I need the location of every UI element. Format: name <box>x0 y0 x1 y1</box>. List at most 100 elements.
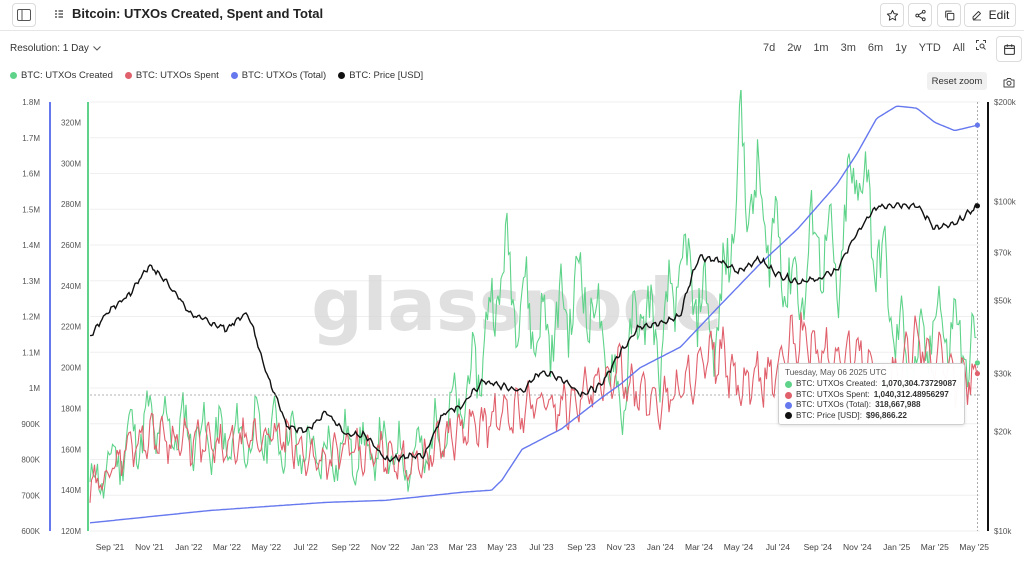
x-tick-label: May '24 <box>724 542 754 552</box>
legend-item-created[interactable]: BTC: UTXOs Created <box>10 70 113 81</box>
chart-legend: BTC: UTXOs Created BTC: UTXOs Spent BTC:… <box>10 70 423 81</box>
x-tick-label: Mar '22 <box>213 542 241 552</box>
chart-title-area: Bitcoin: UTXOs Created, Spent and Total <box>54 6 323 21</box>
range-2w[interactable]: 2w <box>787 42 802 54</box>
tooltip-label-created: BTC: UTXOs Created: <box>796 379 878 389</box>
tooltip-date: Tuesday, May 06 2025 UTC <box>785 368 887 377</box>
x-tick-label: Sep '22 <box>331 542 360 552</box>
x-tick-label: Jul '23 <box>529 542 554 552</box>
y-tick-outer: 1.5M <box>22 205 40 214</box>
tooltip-row-spent: BTC: UTXOs Spent: 1,040,312.48956297 <box>785 390 958 400</box>
tooltip-value-price: $96,866.22 <box>865 410 907 420</box>
y-tick-inner: 140M <box>61 486 81 495</box>
y-tick-inner: 260M <box>61 241 81 250</box>
legend-label-created: BTC: UTXOs Created <box>21 70 113 81</box>
legend-dot-total <box>230 72 238 79</box>
top-bar: Bitcoin: UTXOs Created, Spent and Total … <box>0 0 1024 31</box>
range-1y[interactable]: 1y <box>895 42 907 54</box>
range-1m[interactable]: 1m <box>813 42 829 54</box>
series-line-total <box>89 105 977 524</box>
range-all[interactable]: All <box>952 42 966 54</box>
chart-canvas[interactable]: 600K 700K 800K 900K 1M 1.1M 1.2M 1.3M 1.4M 1.5M 1.… <box>0 90 1024 564</box>
resolution-select[interactable]: Resolution: 1 Day <box>10 43 101 54</box>
star-icon <box>886 9 898 21</box>
x-tick-label: Sep '23 <box>567 542 596 552</box>
copy-button[interactable] <box>937 3 961 27</box>
tooltip-value-created: 1,070,304.73729087 <box>881 379 957 389</box>
hover-point-total <box>974 122 981 128</box>
series-line-created <box>89 90 977 499</box>
y-tick-outer: 1.6M <box>22 170 40 179</box>
tooltip-value-total: 318,667,988 <box>875 400 921 410</box>
tooltip-row-created: BTC: UTXOs Created: 1,070,304.73729087 <box>785 379 958 389</box>
y-tick-inner: 220M <box>61 323 81 332</box>
screenshot-button[interactable] <box>1003 75 1015 93</box>
tooltip-value-spent: 1,040,312.48956297 <box>873 389 949 399</box>
y-tick-right: $70k <box>994 248 1012 257</box>
chart-tooltip: Tuesday, May 06 2025 UTC BTC: UTXOs Crea… <box>778 363 965 425</box>
y-tick-inner: 160M <box>61 445 81 454</box>
range-7d[interactable]: 7d <box>763 42 776 54</box>
camera-icon <box>1003 78 1015 88</box>
y-tick-right: $100k <box>994 197 1017 206</box>
x-tick-label: Jul '24 <box>766 542 791 552</box>
chevron-down-icon <box>93 46 101 51</box>
legend-item-total[interactable]: BTC: UTXOs (Total) <box>230 70 326 81</box>
y-tick-outer: 800K <box>21 456 40 465</box>
legend-dot-spent <box>124 72 132 79</box>
y-tick-outer: 600K <box>21 527 40 536</box>
legend-item-spent[interactable]: BTC: UTXOs Spent <box>124 70 219 81</box>
y-tick-right: $200k <box>994 98 1017 107</box>
y-tick-inner: 240M <box>61 282 81 291</box>
x-tick-label: May '22 <box>252 542 282 552</box>
x-tick-label: Sep '21 <box>96 542 125 552</box>
x-tick-label: Jul '22 <box>294 542 319 552</box>
legend-item-price[interactable]: BTC: Price [USD] <box>338 70 423 81</box>
share-icon <box>914 9 926 21</box>
y-tick-right: $50k <box>994 297 1012 306</box>
y-tick-outer: 900K <box>21 420 40 429</box>
range-3m[interactable]: 3m <box>840 42 856 54</box>
time-range-selector: 7d 2w 1m 3m 6m 1y YTD All <box>757 37 991 59</box>
tooltip-dot-total <box>785 401 792 409</box>
tooltip-dot-created <box>785 381 792 389</box>
range-ytd[interactable]: YTD <box>918 42 941 54</box>
zoom-select-button[interactable] <box>971 37 991 59</box>
calendar-icon <box>1003 43 1015 55</box>
watermark: glassnode <box>311 263 723 347</box>
series-line-spent <box>89 312 978 503</box>
x-tick-label: Sep '24 <box>804 542 833 552</box>
edit-button[interactable]: Edit <box>964 3 1016 27</box>
metric-icon <box>55 9 63 18</box>
x-tick-label: Jan '23 <box>411 542 438 552</box>
favorite-button[interactable] <box>880 3 904 27</box>
tooltip-dot-spent <box>785 391 792 399</box>
x-tick-label: Mar '23 <box>449 542 477 552</box>
copy-icon <box>944 10 954 20</box>
y-tick-inner: 300M <box>61 159 81 168</box>
hover-point-created <box>974 360 981 366</box>
legend-dot-price <box>338 72 346 79</box>
y-tick-right: $30k <box>994 370 1012 379</box>
legend-label-spent: BTC: UTXOs Spent <box>135 70 219 81</box>
zoom-area-icon <box>976 40 987 50</box>
y-tick-outer: 1M <box>29 384 40 393</box>
page-title: Bitcoin: UTXOs Created, Spent and Total <box>72 6 324 21</box>
reset-zoom-button[interactable]: Reset zoom <box>927 72 987 90</box>
y-tick-outer: 1.4M <box>22 241 40 250</box>
x-tick-label: Nov '21 <box>135 542 164 552</box>
pencil-icon <box>972 11 981 21</box>
calendar-button[interactable] <box>996 36 1022 62</box>
y-tick-inner: 280M <box>61 200 81 209</box>
tooltip-label-price: BTC: Price [USD]: <box>796 410 862 420</box>
x-tick-label: Jan '22 <box>175 542 202 552</box>
sidebar-toggle-button[interactable] <box>12 3 36 27</box>
y-tick-outer: 1.3M <box>22 277 40 286</box>
range-6m[interactable]: 6m <box>867 42 884 54</box>
x-tick-label: Nov '23 <box>607 542 636 552</box>
y-tick-right: $20k <box>994 428 1012 437</box>
x-tick-label: Nov '22 <box>371 542 400 552</box>
hover-point-spent <box>974 370 981 377</box>
share-button[interactable] <box>908 3 932 27</box>
x-tick-label: May '23 <box>487 542 517 552</box>
